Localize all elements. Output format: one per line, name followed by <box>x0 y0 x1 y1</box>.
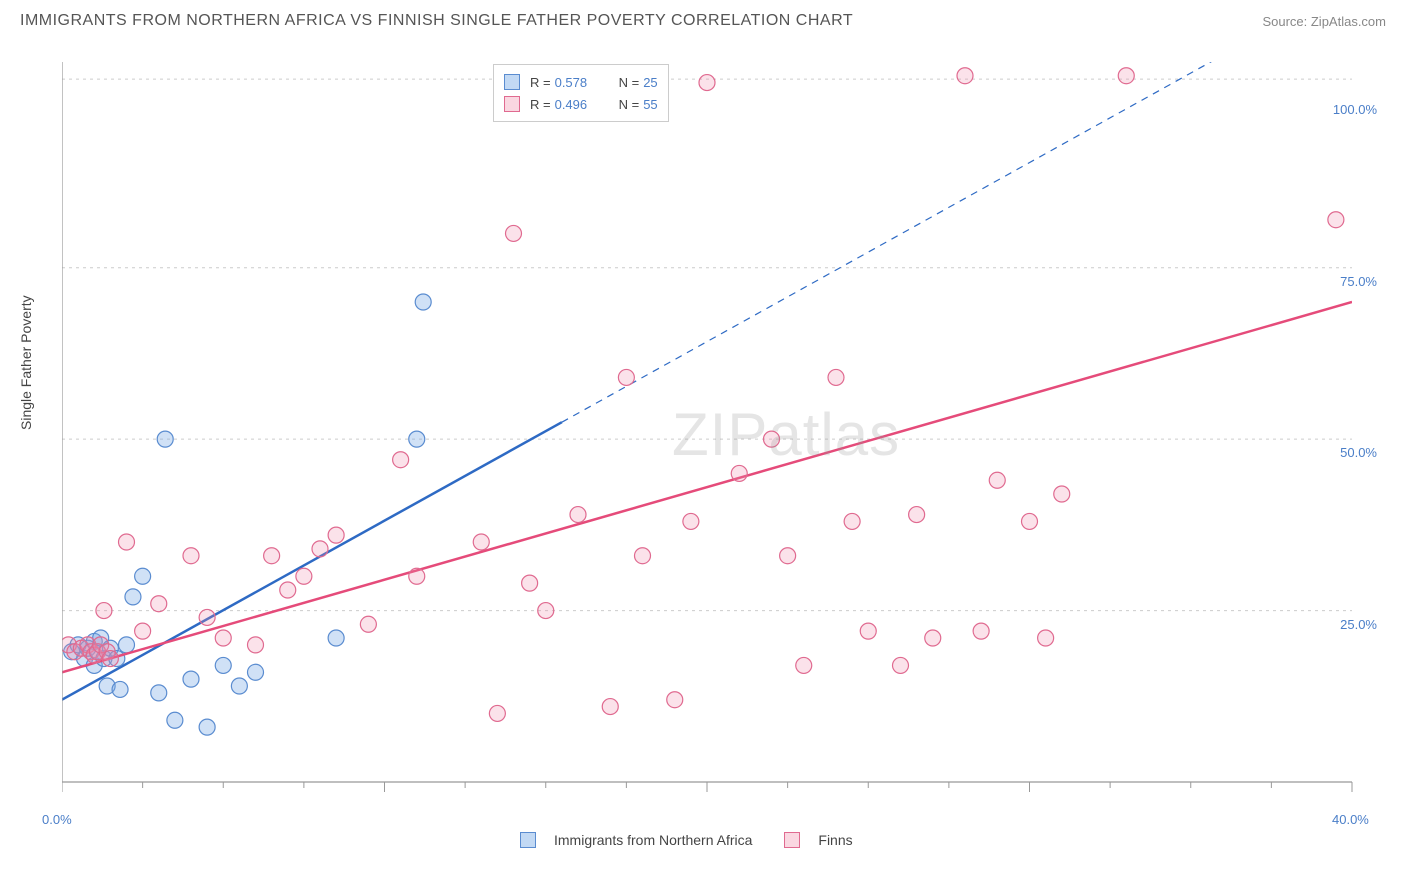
chart-source: Source: ZipAtlas.com <box>1262 14 1386 29</box>
legend-series: Immigrants from Northern Africa Finns <box>520 832 873 848</box>
y-tick-label: 100.0% <box>1317 102 1377 117</box>
legend-label: Immigrants from Northern Africa <box>554 832 752 848</box>
y-axis-label: Single Father Poverty <box>18 295 34 430</box>
legend-stat-row: R = 0.496N = 55 <box>504 93 658 115</box>
chart-svg <box>62 50 1362 820</box>
chart-title: IMMIGRANTS FROM NORTHERN AFRICA VS FINNI… <box>20 12 853 30</box>
x-tick-label: 40.0% <box>1332 812 1369 827</box>
x-tick-label: 0.0% <box>42 812 72 827</box>
legend-swatch <box>504 74 520 90</box>
plot-area: ZIPatlas R = 0.578N = 25R = 0.496N = 55 … <box>62 50 1362 820</box>
legend-swatch <box>504 96 520 112</box>
y-tick-label: 50.0% <box>1317 445 1377 460</box>
legend-swatch <box>784 832 800 848</box>
y-tick-label: 75.0% <box>1317 274 1377 289</box>
legend-stats: R = 0.578N = 25R = 0.496N = 55 <box>493 64 669 122</box>
y-tick-label: 25.0% <box>1317 617 1377 632</box>
legend-stat-row: R = 0.578N = 25 <box>504 71 658 93</box>
legend-label: Finns <box>818 832 852 848</box>
chart-header: IMMIGRANTS FROM NORTHERN AFRICA VS FINNI… <box>0 0 1406 38</box>
legend-swatch <box>520 832 536 848</box>
